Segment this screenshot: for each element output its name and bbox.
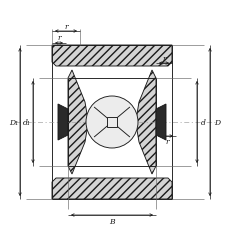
Bar — [106, 117, 117, 128]
Circle shape — [86, 97, 137, 148]
Text: r: r — [57, 34, 60, 42]
Text: D₁: D₁ — [9, 118, 19, 126]
Polygon shape — [52, 178, 171, 199]
Text: d₁: d₁ — [23, 118, 31, 126]
Polygon shape — [135, 71, 155, 174]
Text: r: r — [64, 23, 68, 31]
Text: D: D — [213, 118, 219, 126]
Text: B: B — [109, 217, 114, 225]
Text: d: d — [200, 118, 204, 126]
Text: r: r — [161, 55, 165, 63]
Polygon shape — [58, 105, 68, 140]
Polygon shape — [68, 71, 88, 174]
Text: r: r — [164, 137, 168, 145]
Polygon shape — [155, 105, 165, 140]
Polygon shape — [52, 46, 171, 67]
